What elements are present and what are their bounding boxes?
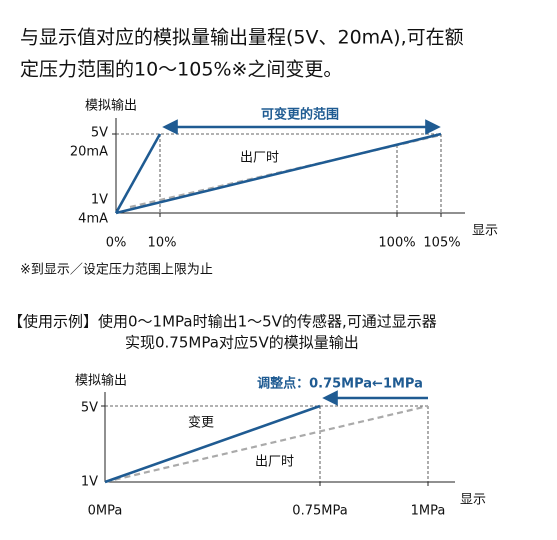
y-label: 5V	[81, 401, 98, 416]
intro-line: 定压力范围的10～105%※之间变更。	[20, 59, 342, 81]
y-axis-label: 模拟输出	[75, 373, 127, 389]
x-label: 100%	[378, 236, 415, 251]
adjust-label: 调整点：0.75MPa←1MPa	[257, 376, 423, 392]
diagram-1: 模拟输出 5V 20mA 1V 4mA 0% 10% 100% 105% 显示 …	[70, 98, 498, 251]
x-label: 105%	[423, 236, 460, 251]
footnote: ※到显示／设定压力范围上限为止	[20, 263, 213, 278]
factory-label: 出厂时	[255, 455, 294, 470]
change-label: 变更	[188, 415, 214, 431]
y-label: 1V	[81, 475, 98, 490]
y-label: 5V	[91, 126, 108, 141]
intro-line: 与显示值对应的模拟量输出量程(5V、20mA),可在额	[20, 27, 464, 49]
x-label: 0.75MPa	[292, 504, 347, 519]
x-axis-label: 显示	[472, 224, 498, 239]
x-label: 0%	[106, 236, 127, 251]
y-axis-label: 模拟输出	[85, 98, 137, 114]
x-axis-label: 显示	[460, 493, 486, 508]
example-line: 实现0.75MPa对应5V的模拟量输出	[125, 334, 359, 352]
y-label: 4mA	[78, 212, 108, 227]
y-label: 1V	[91, 193, 108, 208]
example-line: 【使用示例】使用0～1MPa时输出1～5V的传感器,可通过显示器	[8, 313, 437, 331]
diagram-2: 模拟输出 5V 1V 0MPa 0.75MPa 1MPa 显示 调整点：0.75…	[75, 373, 486, 519]
x-label: 0MPa	[88, 504, 123, 519]
range-label: 可变更的范围	[261, 107, 339, 123]
y-label: 20mA	[70, 145, 108, 160]
x-label: 10%	[148, 236, 177, 251]
x-label: 1MPa	[411, 504, 446, 519]
factory-label: 出厂时	[240, 151, 279, 166]
